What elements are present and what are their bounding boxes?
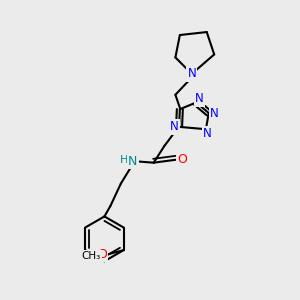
Text: O: O — [178, 153, 188, 166]
Text: N: N — [210, 106, 219, 119]
Text: N: N — [203, 127, 212, 140]
Text: O: O — [97, 248, 107, 261]
Text: N: N — [128, 155, 137, 168]
Text: N: N — [188, 68, 196, 80]
Text: N: N — [170, 120, 179, 134]
Text: CH₃: CH₃ — [81, 251, 101, 261]
Text: H: H — [120, 155, 128, 165]
Text: N: N — [195, 92, 203, 105]
